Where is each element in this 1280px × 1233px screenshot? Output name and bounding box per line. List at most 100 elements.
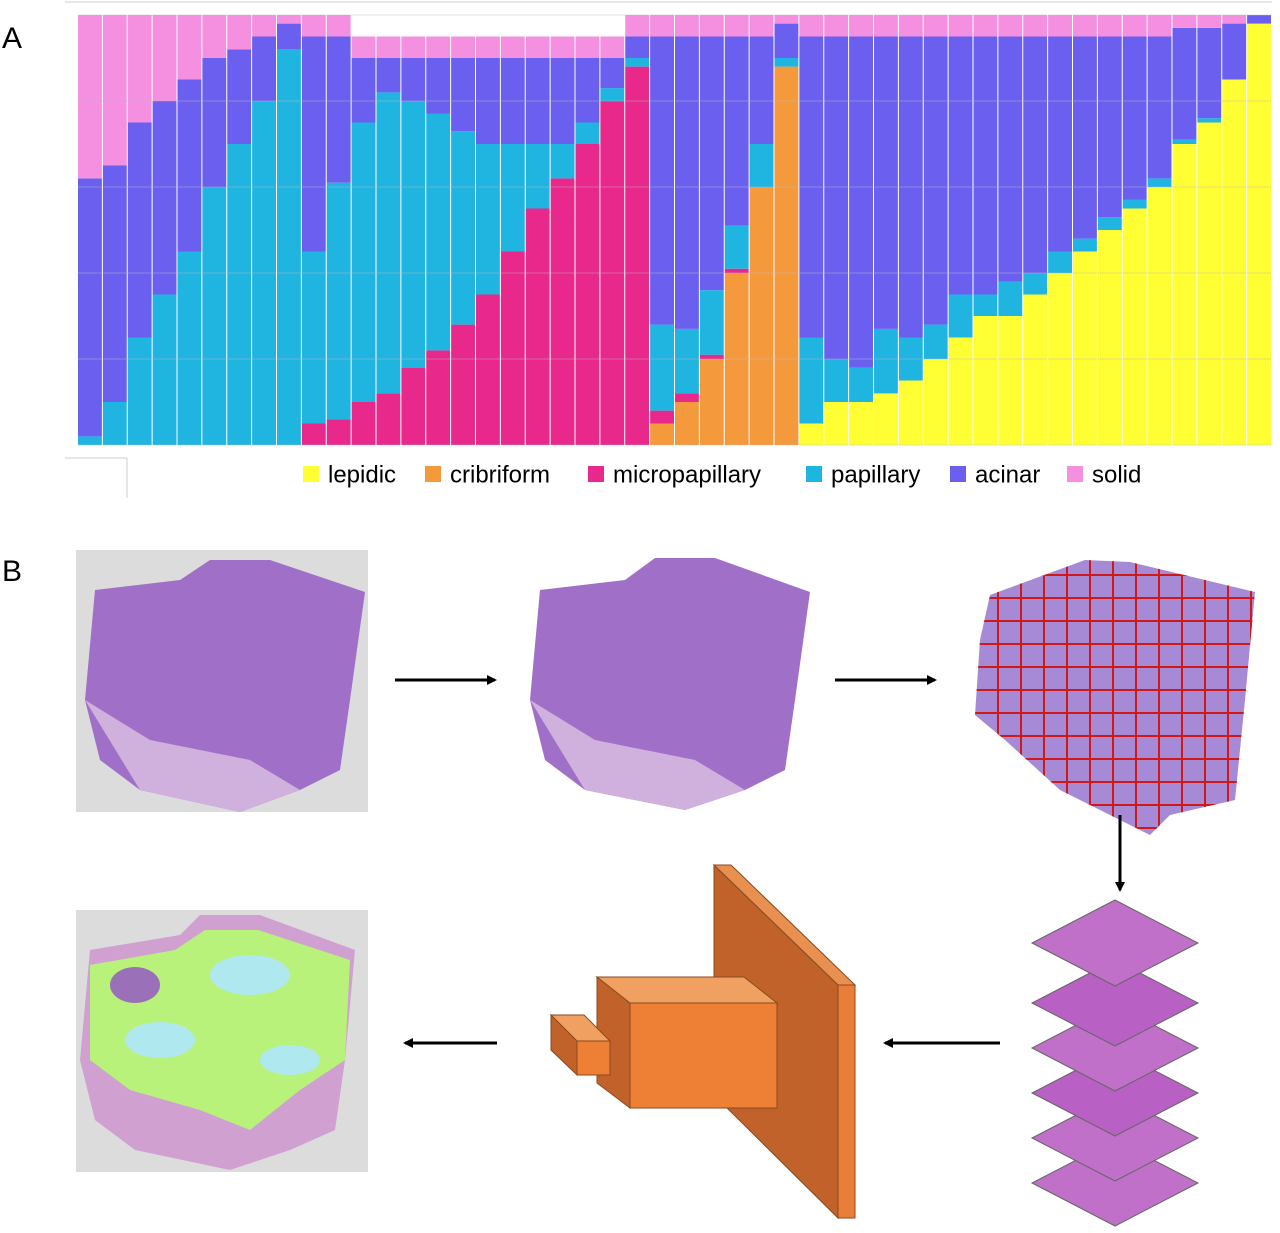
bar-segment (1097, 36, 1122, 218)
bar-segment (699, 36, 724, 291)
bar-segment (675, 393, 699, 402)
bar-segment (699, 359, 724, 445)
bar-segment (575, 144, 600, 445)
legend-label: solid (1092, 461, 1141, 488)
bar-segment (650, 423, 674, 445)
legend-label: lepidic (328, 461, 396, 488)
bar-segment (451, 324, 475, 445)
legend-swatch (588, 466, 604, 482)
bar-segment (1247, 23, 1271, 445)
legend-swatch (950, 466, 966, 482)
bar-segment (675, 328, 699, 394)
bar-segment (774, 66, 799, 445)
prediction-region (260, 1045, 320, 1075)
bar-segment (1048, 251, 1072, 273)
bar-segment (252, 101, 276, 445)
bar-segment (998, 36, 1023, 282)
tile (1030, 1004, 1200, 1092)
bar-segment (152, 15, 177, 101)
bar-segment (451, 131, 475, 325)
bar-segment (301, 36, 326, 252)
bar-segment (998, 316, 1023, 445)
bar-segment (824, 402, 849, 445)
bar-segment (1197, 122, 1222, 445)
bar-segment (1073, 251, 1097, 445)
bar-segment (401, 367, 426, 445)
bar-segment (824, 15, 849, 37)
bar-segment (774, 58, 799, 67)
bar-segment (202, 58, 227, 187)
bar-segment (525, 36, 550, 58)
legend-label: micropapillary (613, 461, 761, 488)
bar-segment (301, 423, 326, 445)
bar-segment (600, 36, 625, 58)
bar-segment (202, 187, 227, 445)
bar-segment (849, 36, 873, 368)
bar-segment (724, 273, 749, 445)
bar-segment (650, 324, 674, 411)
tissue (530, 700, 745, 810)
bar-segment (998, 15, 1023, 37)
bar-segment (78, 178, 102, 437)
bar-segment (78, 436, 102, 445)
bar-segment (326, 182, 351, 420)
legend-swatch (1067, 466, 1083, 482)
bar-segment (1222, 15, 1247, 24)
bar-segment (1122, 208, 1147, 445)
bar-segment (426, 36, 451, 58)
bar-segment (1247, 15, 1271, 24)
bar-segment (1222, 23, 1247, 80)
tile (1030, 1094, 1200, 1182)
legend-swatch (806, 466, 822, 482)
cnn-model (549, 863, 857, 1220)
pipeline-diagram (76, 550, 1255, 1227)
legend-label: papillary (831, 461, 920, 488)
bar-segment (898, 337, 923, 381)
bar-segment (1073, 15, 1097, 37)
bar-segment (1147, 187, 1172, 445)
bar-segment (1048, 36, 1072, 252)
bar-segment (401, 36, 426, 58)
bar-segment (426, 350, 451, 445)
bar-segment (699, 15, 724, 37)
legend-label: acinar (975, 461, 1040, 488)
bar-segment (650, 410, 674, 424)
bar-segment (874, 328, 898, 394)
layer (629, 1002, 778, 1109)
bar-segment (1023, 36, 1048, 273)
bar-segment (550, 58, 575, 144)
bar-segment (625, 66, 650, 445)
bar-segment (301, 15, 326, 37)
tile (1030, 899, 1200, 987)
bar-segment (699, 290, 724, 355)
bar-segment (923, 324, 948, 359)
bar-segment (177, 15, 202, 80)
bar-segment (127, 122, 152, 338)
bar-segment (799, 337, 824, 424)
bar-segment (625, 36, 650, 58)
bar-segment (152, 294, 177, 445)
bar-segment (1172, 27, 1197, 140)
bar-segment (675, 15, 699, 37)
bar-segment (351, 58, 376, 123)
layer (837, 984, 856, 1219)
bar-segment (898, 15, 923, 37)
tiled-slide (975, 560, 1255, 835)
bar-segment (525, 58, 550, 144)
bar-segment (849, 402, 873, 445)
bar-segment (1122, 15, 1147, 37)
bar-segment (1097, 15, 1122, 37)
bar-segment (1097, 230, 1122, 445)
bar-segment (127, 337, 152, 445)
bar-segment (102, 15, 127, 166)
bar-segment (152, 101, 177, 295)
bar-segment (500, 36, 525, 58)
bar-segment (426, 58, 451, 114)
bar-segment (1147, 178, 1172, 187)
bar-segment (749, 187, 774, 445)
bar-segment (1172, 15, 1197, 28)
bar-segment (550, 144, 575, 179)
bar-segment (898, 380, 923, 445)
bar-segment (252, 15, 276, 37)
